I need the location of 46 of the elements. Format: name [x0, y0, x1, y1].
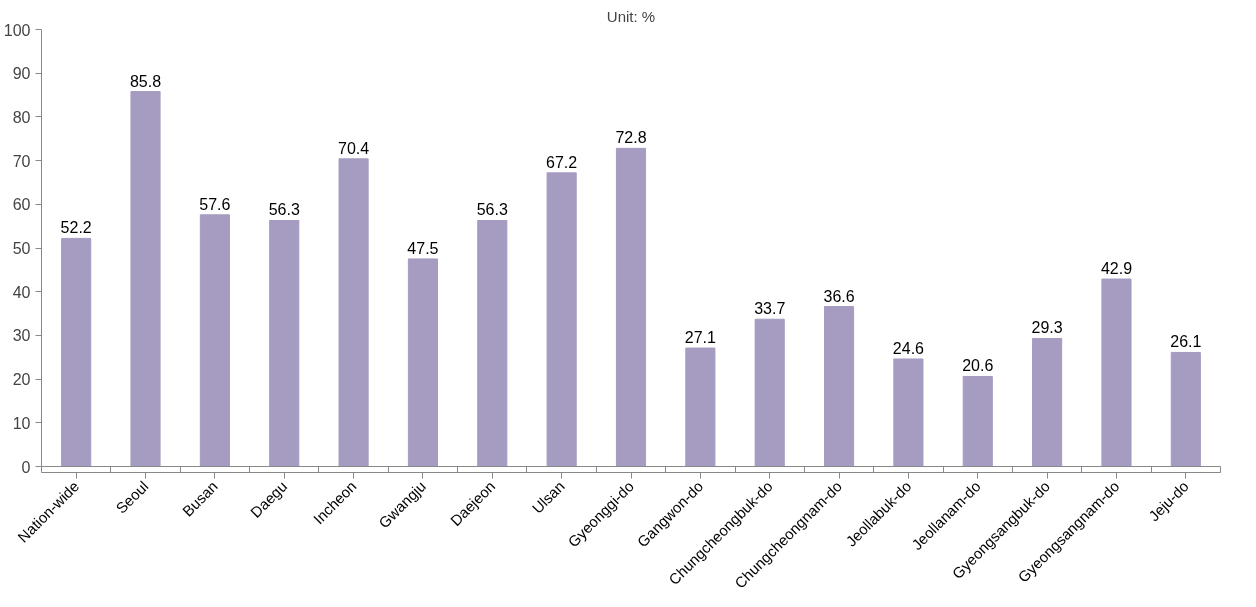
bar	[130, 91, 161, 467]
y-tick-label: 10	[12, 414, 31, 432]
bar	[615, 147, 647, 467]
data-label: 24.6	[892, 340, 925, 357]
bar	[199, 214, 230, 467]
bar	[1101, 278, 1132, 467]
y-tick-label: 40	[12, 283, 31, 301]
y-tick-label: 80	[12, 108, 31, 126]
data-label: 20.6	[962, 357, 994, 375]
data-label: 29.3	[1031, 319, 1063, 337]
y-tick-label: 0	[21, 458, 31, 476]
bar	[685, 347, 716, 467]
data-label: 42.9	[1100, 260, 1133, 278]
bar	[1170, 351, 1201, 467]
bar	[477, 219, 508, 467]
bar	[962, 375, 993, 467]
bar	[61, 237, 92, 467]
data-label: 26.1	[1170, 333, 1202, 351]
data-label: 36.6	[823, 287, 855, 305]
bar	[1032, 337, 1063, 467]
bar	[754, 318, 785, 467]
bar	[407, 258, 439, 467]
bar	[546, 172, 577, 467]
data-label: 56.3	[476, 201, 508, 219]
y-tick-label: 60	[12, 196, 31, 214]
y-tick-label: 30	[12, 327, 31, 345]
data-label: 72.8	[615, 129, 647, 147]
data-label: 27.1	[684, 329, 717, 347]
chart-title: Unit: %	[606, 7, 656, 25]
data-label: 33.7	[754, 300, 786, 318]
data-label: 52.2	[60, 219, 92, 237]
data-label: 70.4	[338, 139, 370, 157]
y-tick-label: 50	[12, 240, 31, 257]
data-label: 57.6	[199, 195, 231, 213]
y-tick-label: 90	[12, 65, 31, 83]
y-tick-label: 100	[3, 21, 31, 39]
data-label: 85.8	[129, 72, 162, 90]
y-tick-label: 20	[12, 371, 31, 389]
bar	[338, 158, 369, 467]
bar	[893, 358, 924, 467]
bar	[269, 219, 300, 467]
y-tick-label: 70	[12, 152, 31, 170]
data-label: 56.3	[268, 201, 300, 219]
data-label: 67.2	[546, 153, 578, 171]
bar	[823, 306, 855, 467]
data-label: 47.5	[407, 239, 439, 257]
